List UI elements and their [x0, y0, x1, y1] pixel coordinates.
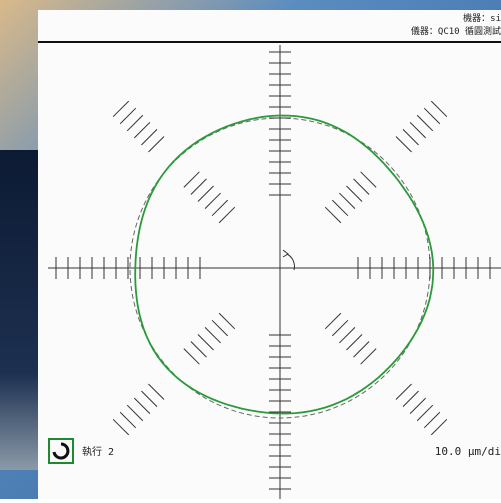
diagonal-tick: [416, 114, 434, 132]
diagonal-tick: [183, 348, 200, 365]
diagonal-tick: [402, 129, 419, 146]
diagonal-tick: [148, 136, 165, 153]
machine-label: 機器：si: [463, 12, 501, 24]
run-icon: [48, 438, 74, 464]
plot: [48, 45, 501, 499]
diagonal-tick: [119, 411, 137, 429]
diagonal-tick: [331, 319, 349, 337]
diagonal-tick: [395, 136, 412, 153]
diagonal-tick: [346, 185, 363, 202]
diagonal-tick: [190, 341, 207, 358]
diagonal-tick: [141, 129, 158, 146]
diagonal-tick: [339, 327, 356, 344]
diagonal-tick: [416, 404, 434, 422]
background-panel: [0, 150, 40, 470]
instrument-label: 儀器：QC10 循圓測試: [411, 25, 501, 37]
scale-label: 10.0 µm/di: [435, 445, 501, 458]
diagonal-tick: [402, 390, 419, 407]
diagonal-tick: [360, 171, 377, 188]
diagonal-tick: [141, 390, 158, 407]
diagonal-tick: [119, 107, 137, 125]
paper: [38, 10, 501, 499]
diagonal-tick: [409, 397, 427, 415]
diagonal-tick: [395, 383, 412, 400]
diagonal-tick: [360, 348, 377, 365]
diagonal-tick: [423, 107, 441, 125]
diagonal-tick: [204, 192, 221, 209]
diagonal-tick: [331, 199, 349, 217]
diagonal-tick: [423, 411, 441, 429]
diagonal-tick: [211, 319, 229, 337]
run-label: 執行 2: [82, 445, 114, 458]
diagonal-tick: [353, 341, 370, 358]
diagonal-tick: [148, 383, 165, 400]
run-icon-arrow: [52, 442, 70, 460]
measured-trace: [134, 114, 435, 415]
diagonal-tick: [183, 171, 200, 188]
direction-arrow: [286, 253, 295, 271]
diagonal-tick: [324, 206, 342, 224]
diagonal-tick: [133, 121, 151, 139]
arrow-head: [282, 249, 289, 258]
diagonal-tick: [190, 178, 207, 195]
diagonal-tick: [218, 206, 236, 224]
diagonal-tick: [204, 327, 221, 344]
diagonal-tick: [353, 178, 370, 195]
diagonal-tick: [133, 397, 151, 415]
diagonal-tick: [112, 418, 130, 436]
diagonal-tick: [430, 418, 448, 436]
diagonal-tick: [218, 312, 236, 330]
diagonal-tick: [339, 192, 356, 209]
diagonal-tick: [197, 334, 214, 351]
diagonal-tick: [126, 404, 144, 422]
diagonal-tick: [112, 100, 130, 118]
diagonal-tick: [211, 199, 229, 217]
diagonal-tick: [430, 100, 448, 118]
diagonal-tick: [197, 185, 214, 202]
diagonal-tick: [409, 121, 427, 139]
diagonal-tick: [346, 334, 363, 351]
diagonal-tick: [126, 114, 144, 132]
diagonal-tick: [324, 312, 342, 330]
